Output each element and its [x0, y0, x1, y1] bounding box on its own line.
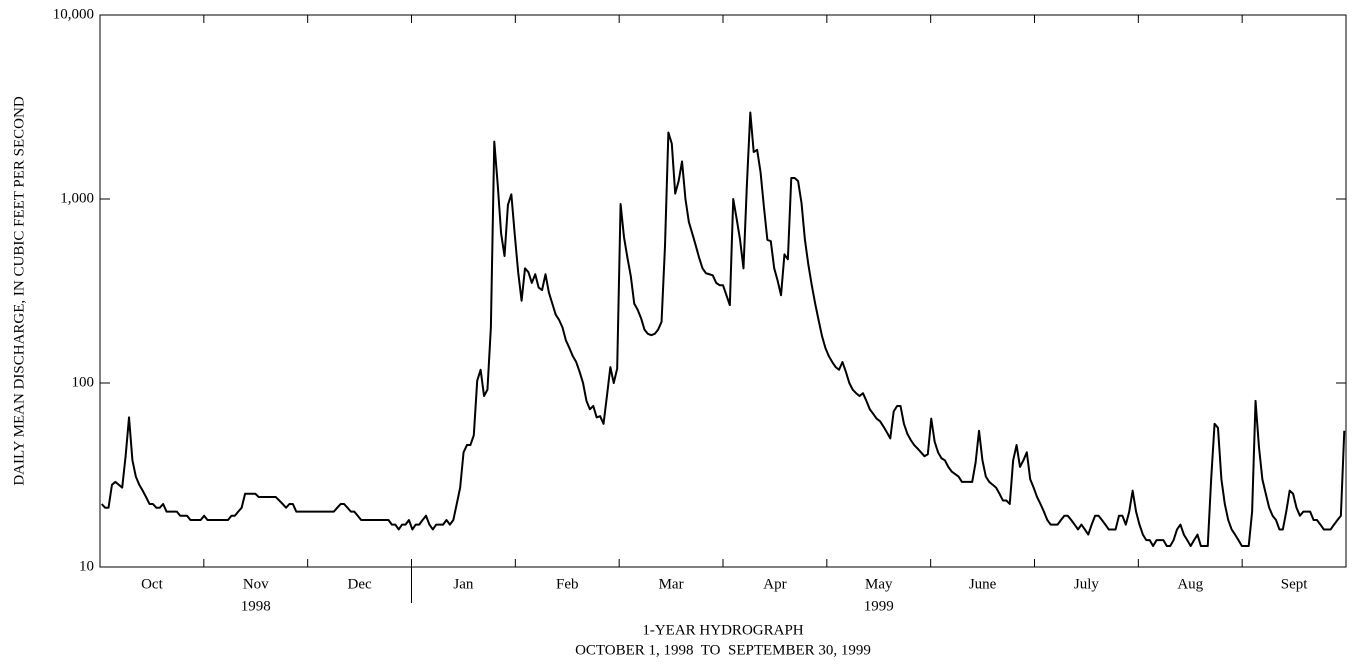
x-tick-label: Oct — [141, 576, 163, 592]
caption: OCTOBER 1, 1998 TO SEPTEMBER 30, 1999 — [575, 642, 871, 658]
x-tick-label: Aug — [1177, 576, 1203, 592]
x-tick-label: Feb — [556, 576, 579, 592]
x-tick-label: Dec — [348, 576, 372, 592]
x-tick-label: Sept — [1281, 576, 1309, 592]
y-tick-label: 10,000 — [53, 6, 94, 22]
x-tick-label: Jan — [453, 576, 473, 592]
year-label: 1999 — [864, 598, 894, 614]
x-tick-label: Mar — [659, 576, 684, 592]
y-tick-label: 1,000 — [60, 190, 94, 206]
y-axis-label: DAILY MEAN DISCHARGE, IN CUBIC FEET PER … — [11, 96, 27, 486]
x-tick-label: Nov — [243, 576, 269, 592]
caption: 1-YEAR HYDROGRAPH — [642, 622, 803, 638]
y-tick-label: 100 — [72, 374, 95, 390]
y-tick-label: 10 — [79, 558, 94, 574]
x-tick-label: Apr — [763, 576, 786, 592]
x-tick-label: July — [1074, 576, 1100, 592]
year-label: 1998 — [241, 598, 271, 614]
x-tick-label: May — [865, 576, 893, 592]
discharge-line — [100, 111, 1346, 548]
plot-frame — [99, 14, 1347, 568]
x-tick-label: June — [969, 576, 997, 592]
